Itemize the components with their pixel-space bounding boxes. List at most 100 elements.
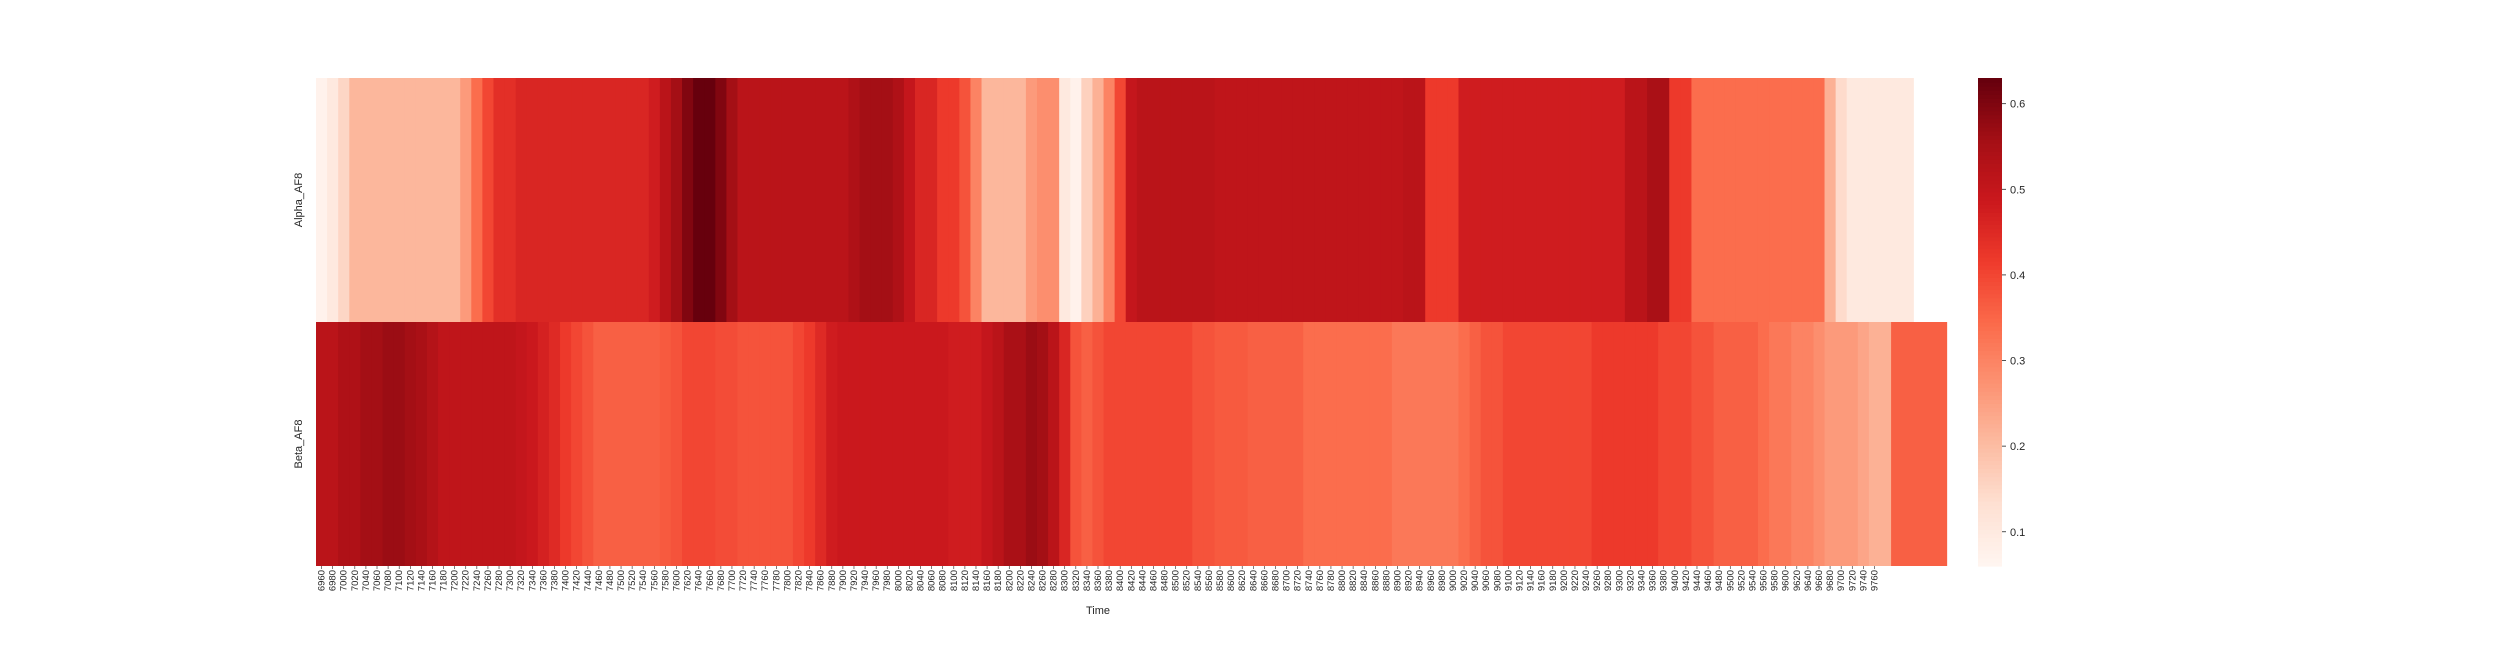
colorbar-segment (1978, 110, 2002, 116)
heatmap-cell (748, 322, 761, 566)
heatmap-cell (992, 78, 1005, 322)
colorbar-segment (1978, 191, 2002, 197)
x-tick-label: 8900 (1392, 570, 1403, 591)
colorbar-segment (1978, 126, 2002, 132)
colorbar-segment (1978, 391, 2002, 396)
heatmap-cell (1835, 322, 1848, 566)
heatmap-cell (1403, 78, 1415, 322)
x-tick-label: 7540 (638, 570, 649, 591)
heatmap-cell (626, 322, 639, 566)
heatmap-cell (815, 78, 827, 322)
colorbar-segment (1978, 496, 2002, 502)
x-tick-label: 8440 (1137, 570, 1148, 591)
colorbar-segment (1978, 114, 2002, 120)
heatmap-cell (1791, 322, 1803, 566)
x-tick-label: 9600 (1781, 570, 1792, 591)
heatmap-cell (1236, 322, 1249, 566)
x-tick-label: 8320 (1071, 570, 1082, 591)
x-tick-label: 8480 (1160, 570, 1171, 591)
heatmap-cell (415, 78, 428, 322)
heatmap-cell (1281, 78, 1293, 322)
colorbar-segment (1978, 557, 2002, 563)
heatmap-cell (1192, 78, 1204, 322)
heatmap-cell (360, 322, 373, 566)
heatmap-cell (959, 78, 972, 322)
x-tick-label: 6960 (317, 570, 328, 591)
heatmap-cell (615, 78, 628, 322)
heatmap-cell (1347, 78, 1360, 322)
x-tick-label: 7160 (427, 570, 438, 591)
colorbar-segment (1978, 281, 2002, 286)
x-tick-label: 8660 (1259, 570, 1270, 591)
x-tick-label: 7520 (627, 570, 638, 591)
heatmap-cell (1092, 322, 1105, 566)
heatmap-cell (604, 322, 617, 566)
heatmap-cell (1846, 78, 1859, 322)
colorbar-segment (1978, 553, 2002, 559)
heatmap-cell (948, 322, 960, 566)
heatmap-cell (1613, 322, 1626, 566)
colorbar-segment (1978, 289, 2002, 295)
heatmap-cell (1425, 78, 1437, 322)
heatmap-cell (937, 322, 949, 566)
heatmap-cell (1669, 322, 1681, 566)
colorbar-segment (1978, 521, 2002, 526)
heatmap-cell (881, 78, 894, 322)
colorbar-segment (1978, 444, 2002, 449)
heatmap-cell (1170, 78, 1182, 322)
heatmap-cell (1591, 322, 1604, 566)
heatmap-cell (1225, 322, 1238, 566)
heatmap-cell (1558, 322, 1571, 566)
heatmap-cell (970, 322, 983, 566)
row-labels: Alpha_AF8 Beta_AF8 (293, 173, 305, 469)
heatmap-cell (1025, 322, 1038, 566)
heatmap-cell (1369, 78, 1382, 322)
x-tick-label: 8000 (893, 570, 904, 591)
colorbar-segment (1978, 411, 2002, 417)
x-tick-label: 8500 (1171, 570, 1182, 591)
heatmap-cell (604, 78, 617, 322)
heatmap-cell (1602, 322, 1615, 566)
colorbar-segment (1978, 533, 2002, 539)
x-tick-label: 7000 (339, 570, 350, 591)
colorbar-segment (1978, 358, 2002, 364)
heatmap-cell (548, 322, 561, 566)
colorbar-segment (1978, 505, 2002, 510)
heatmap-cell (1480, 322, 1493, 566)
x-tick-label: 8080 (938, 570, 949, 591)
colorbar-segment (1978, 395, 2002, 400)
heatmap-cell (1647, 78, 1659, 322)
heatmap-cell (426, 78, 439, 322)
heatmap-cell (1236, 78, 1249, 322)
heatmap-cell (1192, 322, 1204, 566)
x-tick-label: 8680 (1270, 570, 1281, 591)
heatmap-cell (1314, 322, 1326, 566)
colorbar-segment (1978, 256, 2002, 262)
heatmap-cell (371, 322, 384, 566)
colorbar-segment (1978, 537, 2002, 543)
x-tick-label: 8600 (1226, 570, 1237, 591)
colorbar-segment (1978, 338, 2002, 343)
x-tick-label: 7240 (472, 570, 483, 591)
x-tick-label: 9660 (1814, 570, 1825, 591)
heatmap-cell (1114, 322, 1127, 566)
heatmap-cell (449, 78, 461, 322)
heatmap-cell (1369, 322, 1382, 566)
colorbar-segment (1978, 509, 2002, 514)
row-label: Beta_AF8 (293, 420, 305, 469)
heatmap-cell (1491, 322, 1504, 566)
x-tick-label: 7660 (705, 570, 716, 591)
heatmap-cell (648, 322, 661, 566)
x-tick-label: 8200 (1004, 570, 1015, 591)
heatmap-cell (1891, 78, 1903, 322)
heatmap-cell (404, 322, 417, 566)
x-tick-label: 7800 (782, 570, 793, 591)
heatmap-cell (1391, 78, 1404, 322)
heatmap-cell (360, 78, 373, 322)
heatmap-cell (726, 322, 739, 566)
heatmap-cell (338, 78, 350, 322)
colorbar-segment (1978, 155, 2002, 160)
heatmap-cell (659, 78, 672, 322)
heatmap-cell (1647, 322, 1659, 566)
heatmap-cell (626, 78, 639, 322)
